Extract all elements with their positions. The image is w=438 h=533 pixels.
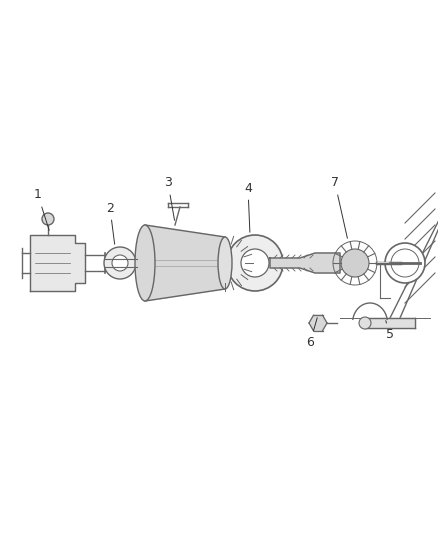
Polygon shape [30, 235, 85, 291]
Polygon shape [270, 253, 340, 273]
Circle shape [241, 249, 269, 277]
Text: 4: 4 [244, 182, 252, 232]
Text: 6: 6 [306, 318, 317, 350]
Circle shape [104, 247, 136, 279]
Polygon shape [365, 318, 415, 328]
Ellipse shape [218, 237, 232, 289]
Circle shape [359, 317, 371, 329]
Text: 3: 3 [164, 176, 174, 220]
Text: 2: 2 [106, 201, 115, 244]
Circle shape [112, 255, 128, 271]
Text: 5: 5 [386, 321, 394, 342]
Ellipse shape [135, 225, 155, 301]
Circle shape [341, 249, 369, 277]
Polygon shape [309, 315, 327, 331]
Text: 7: 7 [331, 176, 347, 238]
Circle shape [385, 243, 425, 283]
Polygon shape [145, 225, 225, 301]
Circle shape [42, 213, 54, 225]
Text: 1: 1 [34, 189, 49, 230]
Circle shape [227, 235, 283, 291]
